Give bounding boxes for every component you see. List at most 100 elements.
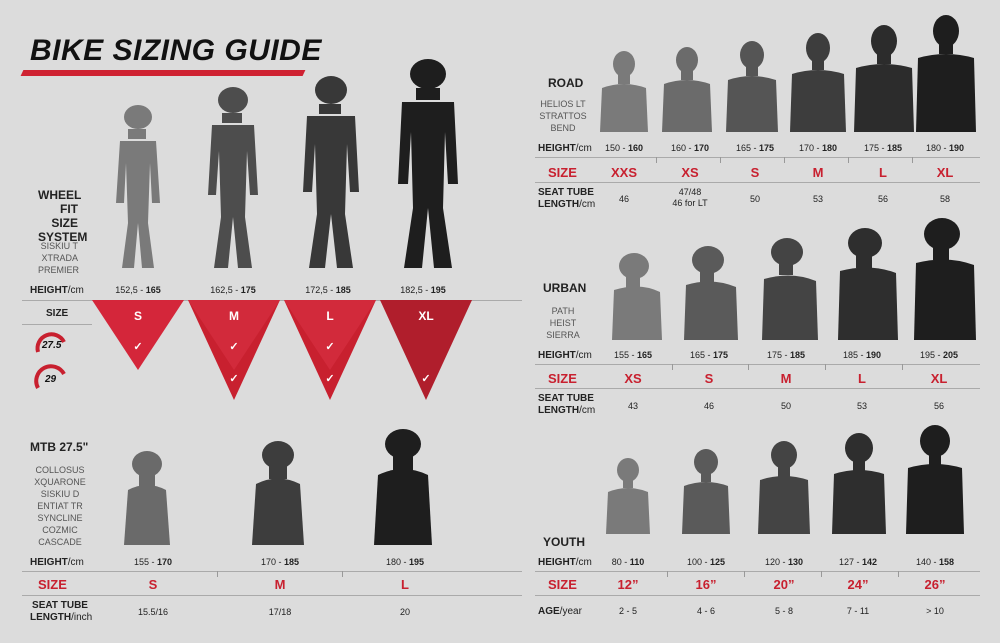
check-icon: ✓	[325, 373, 335, 385]
height-to: 185	[335, 285, 351, 295]
rider-bust-icon	[600, 51, 648, 132]
rider-bust-icon	[762, 238, 818, 340]
height-label-text: HEIGHT	[30, 557, 68, 568]
height-cell: 180 - 190	[910, 143, 980, 153]
seat-tube-label-line: LENGTH/cm	[538, 405, 595, 417]
height-to: 165	[637, 350, 653, 360]
seat-tube-value: 58	[939, 194, 950, 204]
divider	[535, 157, 980, 158]
model-name: XTRADA	[41, 253, 78, 263]
length-label: LENGTH	[30, 612, 72, 623]
rider-bust-icon	[252, 441, 304, 545]
check-icon: ✓	[229, 373, 239, 385]
divider	[535, 571, 980, 572]
height-cell: 165 - 175	[720, 143, 790, 153]
size-s-label: S	[133, 309, 142, 323]
age-value: 4 - 6	[696, 606, 715, 616]
height-to: 125	[710, 557, 726, 567]
size-label: SIZE	[548, 371, 577, 386]
size-value: XS	[681, 165, 699, 180]
size-value: XL	[936, 165, 954, 180]
height-to: 180	[822, 143, 838, 153]
rider-bust-icon	[726, 41, 778, 132]
rider-bust-icon	[684, 246, 738, 340]
seat-tube-value: 15.5/16	[137, 607, 169, 617]
seat-tube-label-line: LENGTH/inch	[30, 612, 93, 624]
seat-tube-value: 50	[780, 401, 791, 411]
model-name: STRATTOS	[539, 111, 587, 121]
length-unit: /inch	[71, 612, 93, 623]
child-figure-icon	[832, 433, 886, 534]
height-to: 175	[240, 285, 256, 295]
height-to: 160	[628, 143, 644, 153]
urban-title: URBAN	[543, 281, 587, 295]
height-cell: 180 - 195	[370, 557, 440, 567]
seat-tube-value: 46	[618, 194, 629, 204]
model-name: SISKIU D	[40, 489, 80, 499]
height-to: 158	[939, 557, 955, 567]
model-name: SIERRA	[546, 330, 580, 340]
height-to: 170	[157, 557, 173, 567]
size-value: M	[780, 371, 792, 386]
height-cell: 175 - 185	[848, 143, 918, 153]
size-xl-label: XL	[418, 309, 434, 323]
model-name: HELIOS LT	[540, 99, 586, 109]
height-to: 142	[862, 557, 878, 567]
size-value: 26”	[924, 577, 946, 592]
height-from: 182,5 -	[400, 285, 429, 295]
height-from: 140 -	[915, 557, 937, 567]
size-value: S	[704, 371, 714, 386]
size-triangle-s	[92, 300, 184, 370]
seat-tube-value: 50	[749, 194, 760, 204]
wheel-29-icon	[34, 364, 66, 389]
model-name: SISKIU T	[40, 241, 78, 251]
model-name: COLLOSUS	[35, 465, 85, 475]
rider-bust-icon	[916, 15, 976, 132]
column-tick	[825, 364, 826, 370]
age-label: AGE/year	[538, 606, 582, 617]
height-to: 185	[284, 557, 300, 567]
model-name: SYNCLINE	[37, 513, 83, 523]
road-title: ROAD	[548, 76, 584, 90]
height-from: 120 -	[764, 557, 786, 567]
height-label-text: HEIGHT	[538, 557, 576, 568]
height-label: HEIGHT/cm	[30, 557, 84, 568]
height-cell: 127 - 142	[823, 557, 893, 567]
height-cell: 195 - 205	[904, 350, 974, 360]
height-to: 190	[866, 350, 882, 360]
height-to: 175	[759, 143, 775, 153]
height-cell: 170 - 185	[245, 557, 315, 567]
age-unit: /year	[559, 606, 582, 617]
rider-bust-icon	[914, 218, 976, 340]
rider-bust-icon	[612, 253, 662, 340]
seat-tube-label: SEAT TUBE LENGTH/inch	[30, 600, 93, 624]
height-unit: /cm	[67, 557, 84, 568]
length-unit: /cm	[579, 405, 596, 416]
height-label: HEIGHT/cm	[538, 557, 592, 568]
size-label: SIZE	[38, 577, 67, 592]
height-cell: 100 - 125	[671, 557, 741, 567]
height-unit: /cm	[575, 143, 592, 154]
wheel-fit-title-line: SYSTEM	[38, 230, 88, 244]
wheel-27-5-icon	[35, 332, 66, 353]
divider	[22, 324, 92, 325]
size-m-label: M	[229, 309, 239, 323]
size-value: 12”	[617, 577, 639, 592]
height-from: 175 -	[863, 143, 885, 153]
length-label: LENGTH	[538, 199, 580, 210]
height-from: 162,5 -	[210, 285, 239, 295]
child-figure-icon	[906, 425, 964, 534]
age-value: 5 - 8	[774, 606, 793, 616]
height-cell: 140 - 158	[900, 557, 970, 567]
column-tick	[821, 571, 822, 577]
model-name: XQUARONE	[34, 477, 86, 487]
height-label-text: HEIGHT	[538, 350, 576, 361]
youth-title: YOUTH	[543, 535, 585, 549]
column-tick	[898, 571, 899, 577]
size-triangle-xl	[380, 300, 472, 400]
urban-models: PATH HEIST SIERRA	[538, 305, 588, 341]
seat-tube-label-line: SEAT TUBE	[538, 393, 594, 404]
height-from: 170 -	[260, 557, 282, 567]
height-label: HEIGHT/cm	[30, 285, 84, 296]
height-from: 175 -	[766, 350, 788, 360]
